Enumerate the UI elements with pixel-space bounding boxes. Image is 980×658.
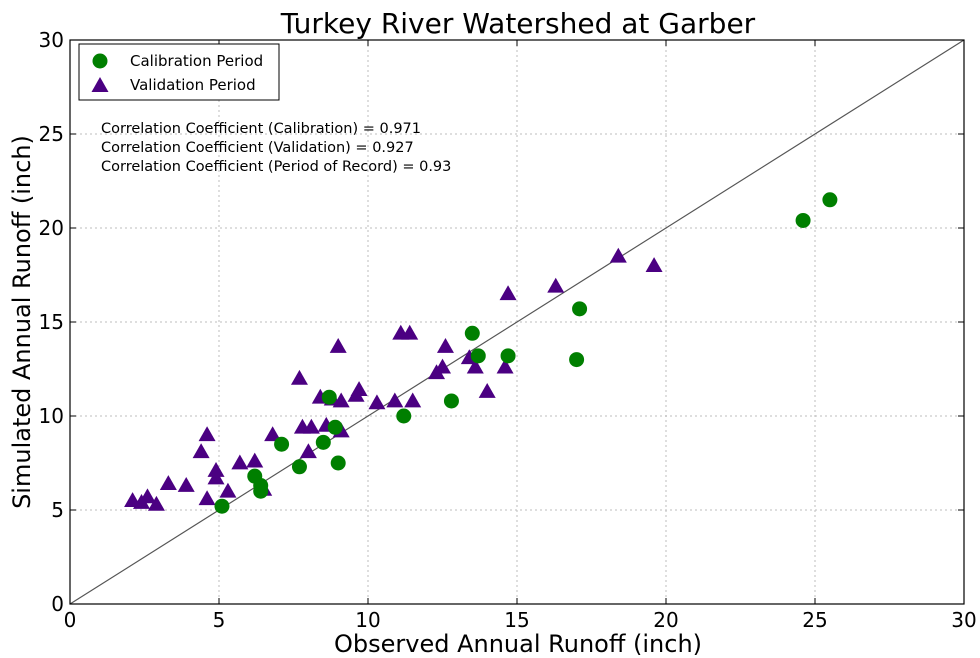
calibration-point	[253, 478, 269, 494]
axis-ticks: 0 5 10 15 20 25 30 0 5 10 15 20 25 30	[39, 28, 977, 632]
validation-point	[177, 477, 195, 492]
validation-point	[207, 462, 225, 477]
legend-label-calibration: Calibration Period	[130, 52, 263, 70]
calibration-point	[500, 348, 516, 364]
validation-point	[198, 426, 216, 442]
y-axis-label: Simulated Annual Runoff (inch)	[8, 135, 36, 509]
calibration-point	[572, 301, 588, 317]
x-tick-label: 20	[653, 608, 678, 632]
validation-point	[192, 443, 210, 459]
validation-point	[231, 454, 249, 470]
validation-point	[159, 475, 177, 491]
validation-point	[138, 488, 156, 504]
validation-point	[246, 452, 264, 468]
validation-point	[436, 337, 454, 353]
x-axis-label: Observed Annual Runoff (inch)	[334, 630, 702, 658]
y-tick-label: 15	[39, 310, 64, 334]
x-tick-label: 15	[504, 608, 529, 632]
annotation-validation: Correlation Coefficient (Validation) = 0…	[101, 140, 414, 156]
calibration-point	[214, 498, 230, 514]
y-tick-label: 25	[39, 122, 64, 146]
calibration-point	[443, 393, 459, 409]
calibration-point	[327, 419, 343, 435]
calibration-point	[330, 455, 346, 471]
validation-point	[302, 418, 320, 434]
calibration-point	[321, 389, 337, 405]
validation-point	[404, 392, 422, 408]
x-tick-label: 0	[64, 608, 77, 632]
validation-point	[645, 257, 663, 272]
validation-point	[496, 358, 514, 374]
y-tick-label: 10	[39, 404, 64, 428]
legend-label-validation: Validation Period	[130, 76, 256, 94]
x-tick-label: 30	[951, 608, 976, 632]
annotations: Correlation Coefficient (Calibration) = …	[101, 121, 451, 175]
validation-point	[499, 285, 517, 301]
validation-point	[332, 392, 350, 408]
legend-box	[78, 43, 280, 101]
legend-marker-validation	[91, 77, 109, 92]
validation-point	[290, 369, 308, 385]
validation-point	[329, 337, 347, 353]
validation-point	[368, 394, 386, 410]
y-tick-label: 0	[51, 592, 64, 616]
validation-point	[386, 392, 404, 408]
y-tick-label: 5	[51, 498, 64, 522]
calibration-point	[795, 212, 811, 228]
validation-point	[547, 277, 565, 293]
annotation-period-of-record: Correlation Coefficient (Period of Recor…	[101, 159, 451, 175]
calibration-point	[470, 348, 486, 364]
validation-point	[198, 490, 216, 506]
annotation-calibration: Correlation Coefficient (Calibration) = …	[101, 121, 421, 137]
validation-point	[299, 443, 317, 459]
validation-point	[434, 358, 451, 374]
x-tick-label: 5	[213, 608, 226, 632]
validation-point	[609, 247, 627, 263]
calibration-point	[315, 434, 331, 450]
validation-point	[219, 482, 237, 498]
validation-point	[466, 358, 484, 374]
validation-point	[147, 495, 165, 511]
calibration-point	[569, 352, 585, 368]
legend: Calibration Period Validation Period	[78, 43, 280, 101]
legend-marker-calibration	[92, 53, 108, 69]
y-tick-label: 20	[39, 216, 64, 240]
calibration-point	[822, 192, 838, 208]
validation-point	[350, 381, 368, 397]
x-tick-label: 25	[802, 608, 827, 632]
y-tick-label: 30	[39, 28, 64, 52]
validation-point	[478, 383, 496, 398]
calibration-point	[464, 325, 480, 341]
data-points	[124, 192, 838, 514]
validation-point	[264, 426, 282, 442]
validation-point	[401, 324, 419, 340]
x-tick-label: 10	[355, 608, 380, 632]
calibration-point	[274, 436, 290, 452]
calibration-point	[291, 459, 307, 475]
calibration-point	[396, 408, 412, 424]
validation-point	[207, 469, 225, 485]
chart-title: Turkey River Watershed at Garber	[280, 7, 756, 40]
